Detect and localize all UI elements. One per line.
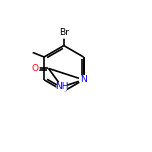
- Text: N: N: [80, 75, 87, 84]
- Text: O: O: [31, 64, 38, 73]
- Circle shape: [79, 76, 88, 84]
- Text: NH: NH: [55, 82, 69, 91]
- Circle shape: [31, 64, 39, 73]
- Circle shape: [59, 27, 69, 38]
- Text: Br: Br: [59, 28, 69, 37]
- Circle shape: [57, 82, 67, 92]
